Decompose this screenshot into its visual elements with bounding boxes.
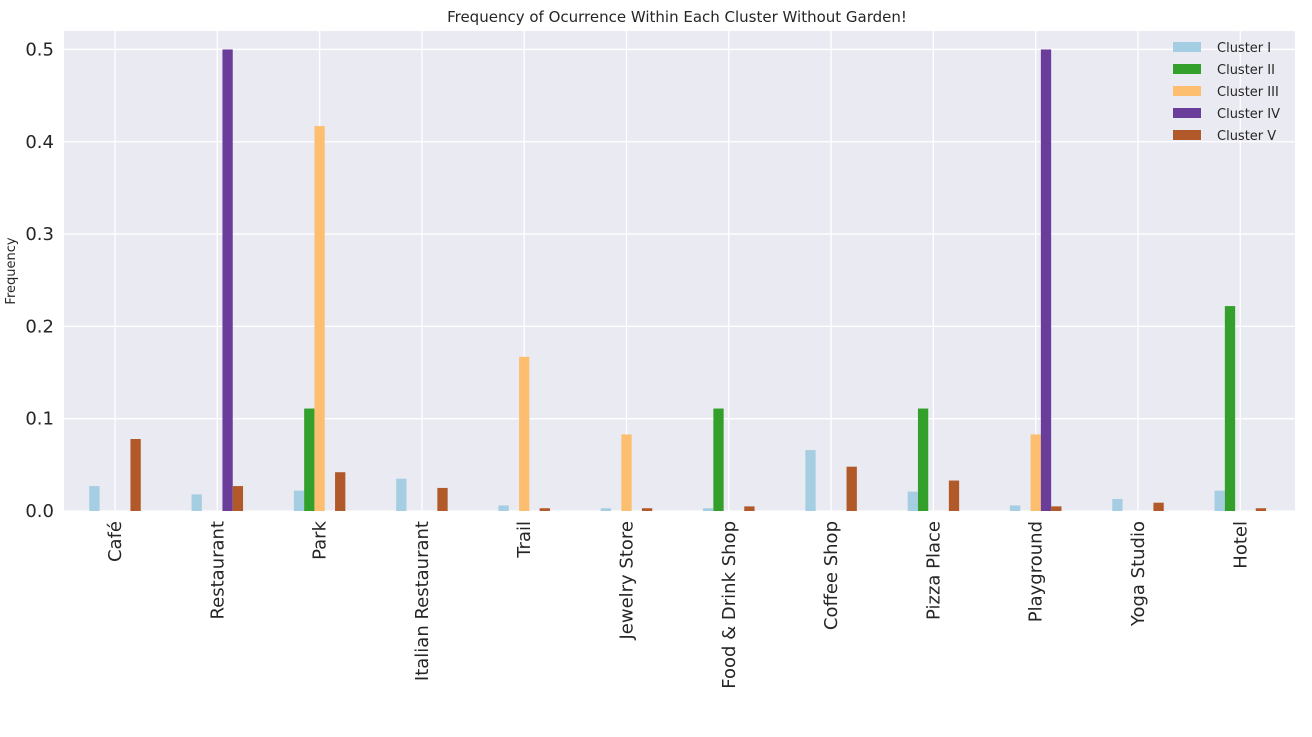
- bar: [1051, 506, 1062, 511]
- bar: [498, 505, 509, 511]
- bar: [1112, 499, 1123, 511]
- legend-swatch: [1173, 42, 1201, 52]
- x-tick-label: Pizza Place: [923, 521, 944, 620]
- bar: [1040, 49, 1052, 511]
- bar: [437, 487, 448, 511]
- bar: [191, 494, 202, 511]
- bar: [703, 508, 714, 511]
- bar: [948, 480, 960, 511]
- bar: [621, 434, 632, 511]
- x-tick-label: Playground: [1026, 521, 1047, 622]
- bar: [232, 486, 244, 511]
- bar: [641, 508, 653, 511]
- y-tick-label: 0.4: [25, 132, 54, 153]
- chart-title: Frequency of Ocurrence Within Each Clust…: [447, 8, 907, 26]
- bar: [805, 450, 816, 511]
- x-tick-label: Food & Drink Shop: [719, 521, 740, 689]
- bar: [222, 49, 233, 511]
- x-tick-label: Hotel: [1230, 521, 1251, 569]
- gridlines: [64, 31, 1295, 512]
- y-tick-label: 0.5: [25, 39, 54, 60]
- x-axis-ticks: Café Restaurant Park Italian Restaurant Trai…: [105, 520, 1251, 688]
- bar: [1009, 505, 1021, 511]
- bar: [1153, 502, 1164, 511]
- legend-swatch: [1173, 64, 1201, 74]
- x-tick-label: Yoga Studio: [1128, 521, 1149, 627]
- x-tick-label: Restaurant: [207, 521, 228, 620]
- legend-swatch: [1173, 130, 1201, 140]
- bars: [89, 49, 1267, 512]
- bar: [314, 126, 325, 512]
- bar: [917, 408, 929, 511]
- bar: [907, 491, 918, 511]
- bar: [713, 408, 724, 511]
- x-tick-label: Italian Restaurant: [412, 521, 433, 681]
- y-tick-label: 0.1: [25, 409, 54, 430]
- bar: [304, 408, 315, 511]
- bar: [396, 478, 407, 511]
- x-tick-label: Jewelry Store: [617, 521, 638, 641]
- bar: [335, 472, 346, 511]
- legend-swatch: [1173, 108, 1201, 118]
- legend-label: Cluster II: [1217, 63, 1275, 78]
- bar: [539, 508, 550, 511]
- bar: [744, 506, 755, 511]
- legend-label: Cluster I: [1217, 41, 1271, 56]
- x-tick-label: Trail: [514, 521, 535, 559]
- x-tick-label: Coffee Shop: [821, 521, 842, 630]
- y-tick-label: 0.3: [25, 224, 54, 245]
- bar: [130, 439, 141, 511]
- bar: [89, 486, 100, 511]
- y-axis-label: Frequency: [4, 237, 19, 304]
- y-axis-ticks: 0.0 0.1 0.2 0.3 0.4 0.5: [25, 39, 54, 522]
- legend: Cluster I Cluster II Cluster III Cluster IV…: [1173, 41, 1280, 144]
- y-tick-label: 0.2: [25, 316, 54, 337]
- bar: [1030, 434, 1041, 511]
- legend-label: Cluster V: [1217, 129, 1276, 144]
- plot-area: [64, 31, 1295, 511]
- bar: [600, 508, 612, 511]
- legend-label: Cluster IV: [1217, 107, 1280, 122]
- bar: [1224, 306, 1236, 511]
- legend-swatch: [1173, 86, 1201, 96]
- bar: [846, 466, 857, 511]
- y-tick-label: 0.0: [25, 501, 54, 522]
- x-tick-label: Park: [310, 520, 331, 559]
- legend-label: Cluster III: [1217, 85, 1279, 100]
- bar: [519, 356, 530, 511]
- bar: [293, 490, 305, 511]
- bar: [1214, 490, 1225, 511]
- x-tick-label: Café: [105, 521, 126, 562]
- bar: [1255, 508, 1267, 511]
